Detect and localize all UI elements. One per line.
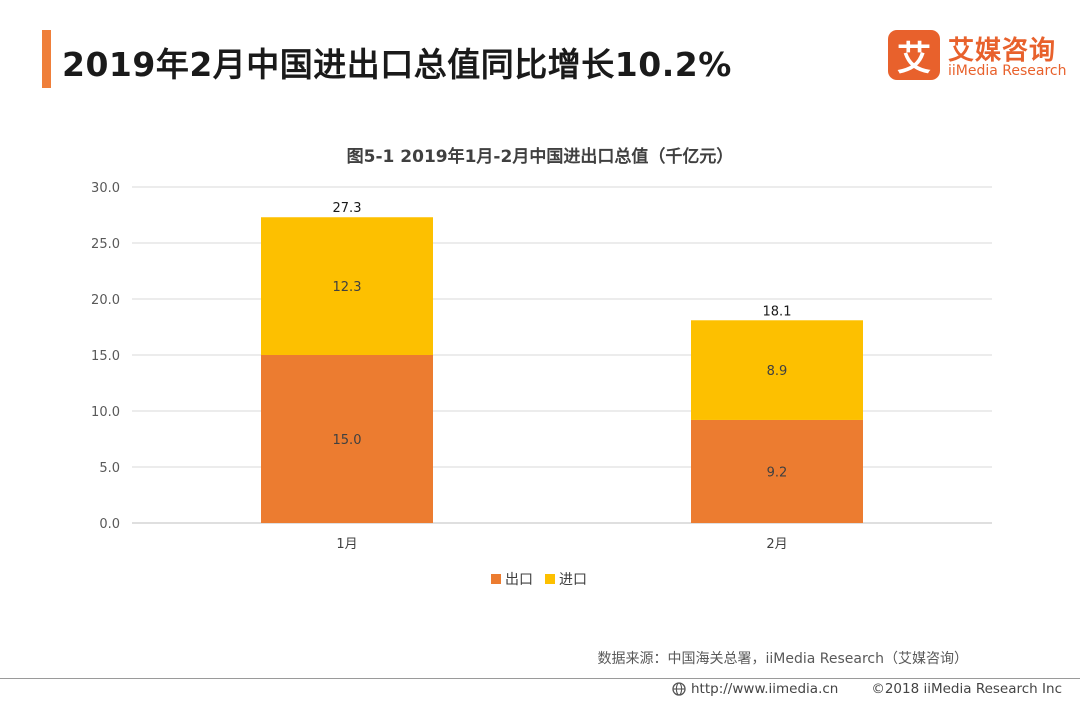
data-source: 数据来源：中国海关总署，iiMedia Research（艾媒咨询） (597, 651, 969, 667)
bar-segment (261, 355, 433, 523)
x-tick-label: 1月 (336, 537, 357, 552)
data-label: 12.3 (333, 280, 362, 295)
page-title: 2019年2月中国进出口总值同比增长10.2% (62, 45, 732, 84)
total-label: 18.1 (763, 304, 792, 319)
y-tick-label: 15.0 (91, 349, 120, 364)
y-tick-label: 20.0 (91, 293, 120, 308)
data-label: 9.2 (767, 465, 788, 480)
bar-segment (691, 419, 863, 523)
chart-legend: 出口 进口 (491, 569, 587, 589)
chart-title: 图5-1 2019年1月-2月中国进出口总值（千亿元） (346, 147, 734, 167)
title-accent-bar (42, 30, 51, 88)
total-label: 27.3 (333, 201, 362, 216)
legend-label-import: 进口 (559, 572, 587, 588)
data-label: 8.9 (767, 364, 788, 379)
footer: http://www.iimedia.cn ©2018 iiMedia Rese… (0, 681, 1080, 703)
bar-segment (691, 320, 863, 420)
y-tick-label: 10.0 (91, 405, 120, 420)
legend-item-export: 出口 (491, 569, 533, 589)
bar-segment (261, 217, 433, 355)
y-tick-label: 30.0 (91, 181, 120, 196)
footer-url-text[interactable]: http://www.iimedia.cn (691, 681, 839, 697)
globe-icon (672, 682, 686, 696)
brand-name-en: iiMedia Research (948, 63, 1067, 79)
y-tick-label: 0.0 (99, 517, 120, 532)
footer-copyright: ©2018 iiMedia Research Inc (871, 681, 1062, 697)
data-label: 15.0 (333, 433, 362, 448)
footer-url[interactable]: http://www.iimedia.cn (672, 681, 838, 697)
legend-swatch-export (491, 574, 501, 584)
brand-mark-icon: 艾 (888, 30, 940, 80)
footer-divider (0, 678, 1080, 679)
legend-item-import: 进口 (545, 569, 587, 589)
y-tick-label: 5.0 (99, 461, 120, 476)
legend-swatch-import (545, 574, 555, 584)
brand-logo: 艾 艾媒咨询 iiMedia Research (888, 30, 1068, 86)
x-tick-label: 2月 (766, 537, 787, 552)
y-tick-label: 25.0 (91, 237, 120, 252)
legend-label-export: 出口 (505, 572, 533, 588)
brand-name-cn: 艾媒咨询 (948, 36, 1057, 66)
